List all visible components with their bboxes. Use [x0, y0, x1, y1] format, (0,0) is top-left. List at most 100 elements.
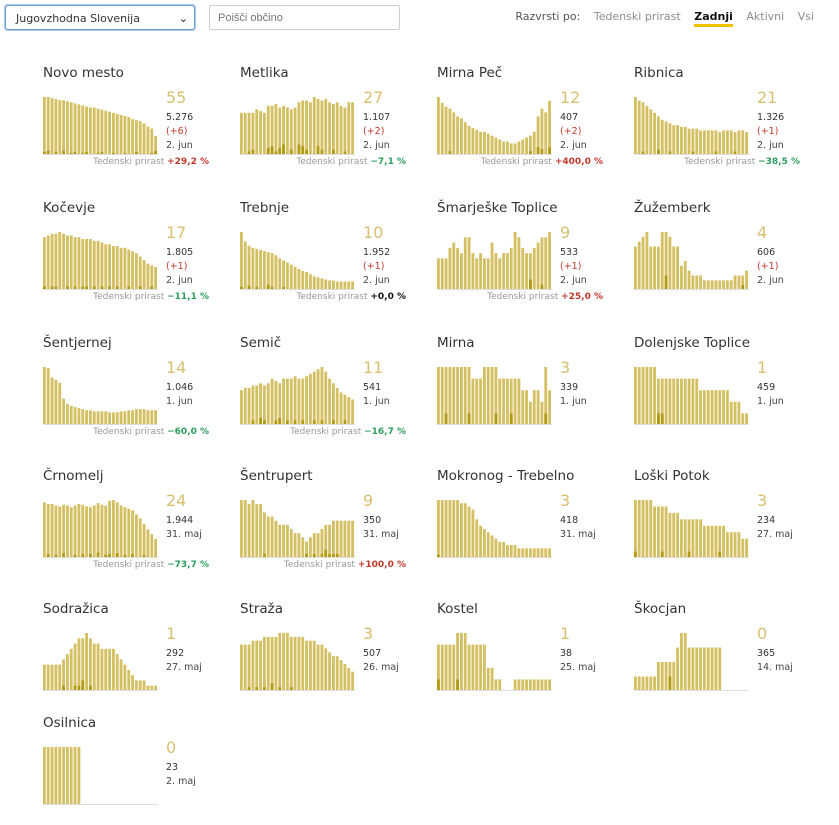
active-cases-bar	[664, 378, 668, 425]
municipality-card[interactable]: Škocjan 0 365 14. maj	[634, 601, 794, 711]
active-cases-bar	[695, 519, 699, 558]
active-cases-bar-chart	[437, 367, 552, 425]
municipality-card[interactable]: Sodražica 1 292 27. maj	[43, 601, 203, 711]
municipality-card[interactable]: Novo mesto 55 5.276 (+6) 2. jun Tedenski prir…	[43, 65, 209, 175]
weekly-growth-value: +400,0 %	[554, 157, 603, 167]
active-cases-bar	[471, 127, 475, 155]
active-cases-bar	[460, 633, 463, 691]
municipality-card[interactable]: Osilnica 0 23 2. maj	[43, 715, 203, 825]
active-cases-bar	[278, 633, 282, 691]
municipality-name: Osilnica	[43, 715, 97, 731]
active-cases-bar	[66, 654, 69, 691]
weekly-growth: Tedenski prirast −7,1 %	[296, 157, 406, 167]
active-cases-bar	[278, 258, 282, 290]
new-cases-bar	[131, 554, 134, 558]
municipality-card[interactable]: Kočevje 17 1.805 (+1) 2. jun Tedenski prirast…	[43, 200, 209, 310]
active-cases-bar	[247, 504, 251, 558]
new-cases-bar	[282, 286, 285, 290]
active-cases-bar	[305, 640, 308, 691]
last-update-date: 31. maj	[166, 529, 202, 540]
municipality-card[interactable]: Šmarješke Toplice 9 533 (+1) 2. jun Tedenski …	[437, 200, 603, 310]
search-input[interactable]	[209, 5, 400, 30]
active-cases-bar	[486, 532, 490, 558]
active-cases-bar	[521, 247, 525, 290]
new-cases-bar	[301, 420, 305, 425]
active-cases-bar	[695, 275, 699, 290]
active-cases-bar	[343, 520, 347, 558]
municipality-card[interactable]: Šentjernej 14 1.046 1. jun Tedenski prirast …	[43, 335, 209, 445]
region-select[interactable]: Jugovzhodna Slovenija ⌄	[5, 5, 195, 30]
active-cases-bar	[733, 401, 737, 425]
active-cases-bar	[255, 248, 259, 290]
new-cases-bar	[73, 286, 77, 290]
active-cases-bar	[154, 538, 157, 558]
sort-option-active[interactable]: Aktivni	[746, 10, 785, 23]
active-cases-bar	[532, 247, 536, 290]
active-cases-bar	[695, 647, 699, 691]
sort-option-latest[interactable]: Zadnji	[694, 10, 733, 27]
municipality-card[interactable]: Loški Potok 3 234 27. maj	[634, 468, 794, 578]
municipality-card[interactable]: Semič 11 541 1. jun Tedenski prirast −16,7 %	[240, 335, 406, 445]
active-cases-bar	[263, 385, 266, 425]
active-cases-bar	[475, 258, 479, 290]
total-cases: 606	[757, 247, 776, 258]
total-cases: 1.805	[166, 247, 194, 258]
active-cases-bar	[509, 247, 513, 290]
municipality-card[interactable]: Straža 3 507 26. maj	[240, 601, 400, 711]
new-cases-bar	[62, 150, 65, 155]
active-count: 1	[757, 358, 768, 377]
active-cases-bar	[452, 242, 456, 290]
active-cases-bar	[467, 237, 471, 290]
sort-option-weekly-growth[interactable]: Tedenski prirast	[593, 10, 681, 23]
active-cases-bar-chart	[240, 500, 355, 558]
active-cases-bar	[58, 506, 62, 558]
municipality-card[interactable]: Metlika 27 1.107 (+2) 2. jun Tedenski prirast…	[240, 65, 406, 175]
active-cases-bar	[259, 504, 262, 558]
active-cases-bar	[301, 378, 305, 425]
active-cases-bar	[247, 644, 251, 691]
municipality-card[interactable]: Kostel 1 38 25. maj	[437, 601, 597, 711]
active-cases-bar	[637, 367, 641, 425]
new-cases-bar	[332, 553, 335, 558]
active-cases-bar	[43, 97, 46, 155]
municipality-name: Semič	[240, 335, 282, 351]
municipality-card[interactable]: Mirna Peč 12 407 (+2) 2. jun Tedenski prirast…	[437, 65, 603, 175]
new-cases-bar	[123, 554, 127, 558]
active-cases-bar	[637, 500, 641, 558]
active-cases-bar-chart	[43, 747, 158, 805]
active-cases-bar	[745, 538, 748, 558]
active-cases-bar-chart	[437, 500, 552, 558]
active-cases-bar	[62, 747, 65, 805]
active-cases-bar	[255, 504, 259, 558]
active-cases-bar	[50, 233, 54, 290]
municipality-card[interactable]: Trebnje 10 1.952 (+1) 2. jun Tedenski prirast…	[240, 200, 406, 310]
municipality-card[interactable]: Dolenjske Toplice 1 459 1. jun	[634, 335, 794, 445]
active-cases-bar	[77, 638, 81, 691]
active-cases-bar	[660, 506, 664, 558]
new-cases-bar	[43, 286, 46, 290]
active-cases-bar	[135, 409, 138, 425]
active-cases-bar	[58, 100, 62, 155]
active-cases-bar	[92, 107, 96, 155]
active-cases-bar	[66, 101, 69, 155]
municipality-card[interactable]: Mirna 3 339 1. jun	[437, 335, 597, 445]
weekly-growth-value: +25,0 %	[561, 292, 603, 302]
weekly-growth-label: Tedenski prirast	[283, 560, 358, 570]
new-cases-bar	[112, 152, 115, 155]
active-cases-bar	[351, 399, 354, 425]
municipality-card[interactable]: Mokronog - Trebelno 3 418 31. maj	[437, 468, 597, 578]
municipality-card[interactable]: Ribnica 21 1.326 (+1) 2. jun Tedenski prirast…	[634, 65, 800, 175]
active-cases-bar	[660, 119, 664, 155]
municipality-card[interactable]: Šentrupert 9 350 31. maj Tedenski prirast +1…	[240, 468, 406, 578]
municipality-card[interactable]: Črnomelj 24 1.944 31. maj Tedenski prirast −…	[43, 468, 209, 578]
total-cases: 5.276	[166, 112, 194, 123]
active-cases-bar	[115, 654, 119, 691]
active-cases-bar	[255, 109, 259, 155]
active-cases-bar	[444, 500, 448, 558]
sort-option-all[interactable]: Vsi	[797, 10, 814, 23]
active-count: 9	[560, 223, 571, 242]
new-cases-bar	[69, 152, 73, 155]
active-cases-bar	[548, 100, 551, 155]
municipality-card[interactable]: Žužemberk 4 606 (+1) 2. jun	[634, 200, 794, 310]
active-cases-bar	[104, 110, 108, 155]
